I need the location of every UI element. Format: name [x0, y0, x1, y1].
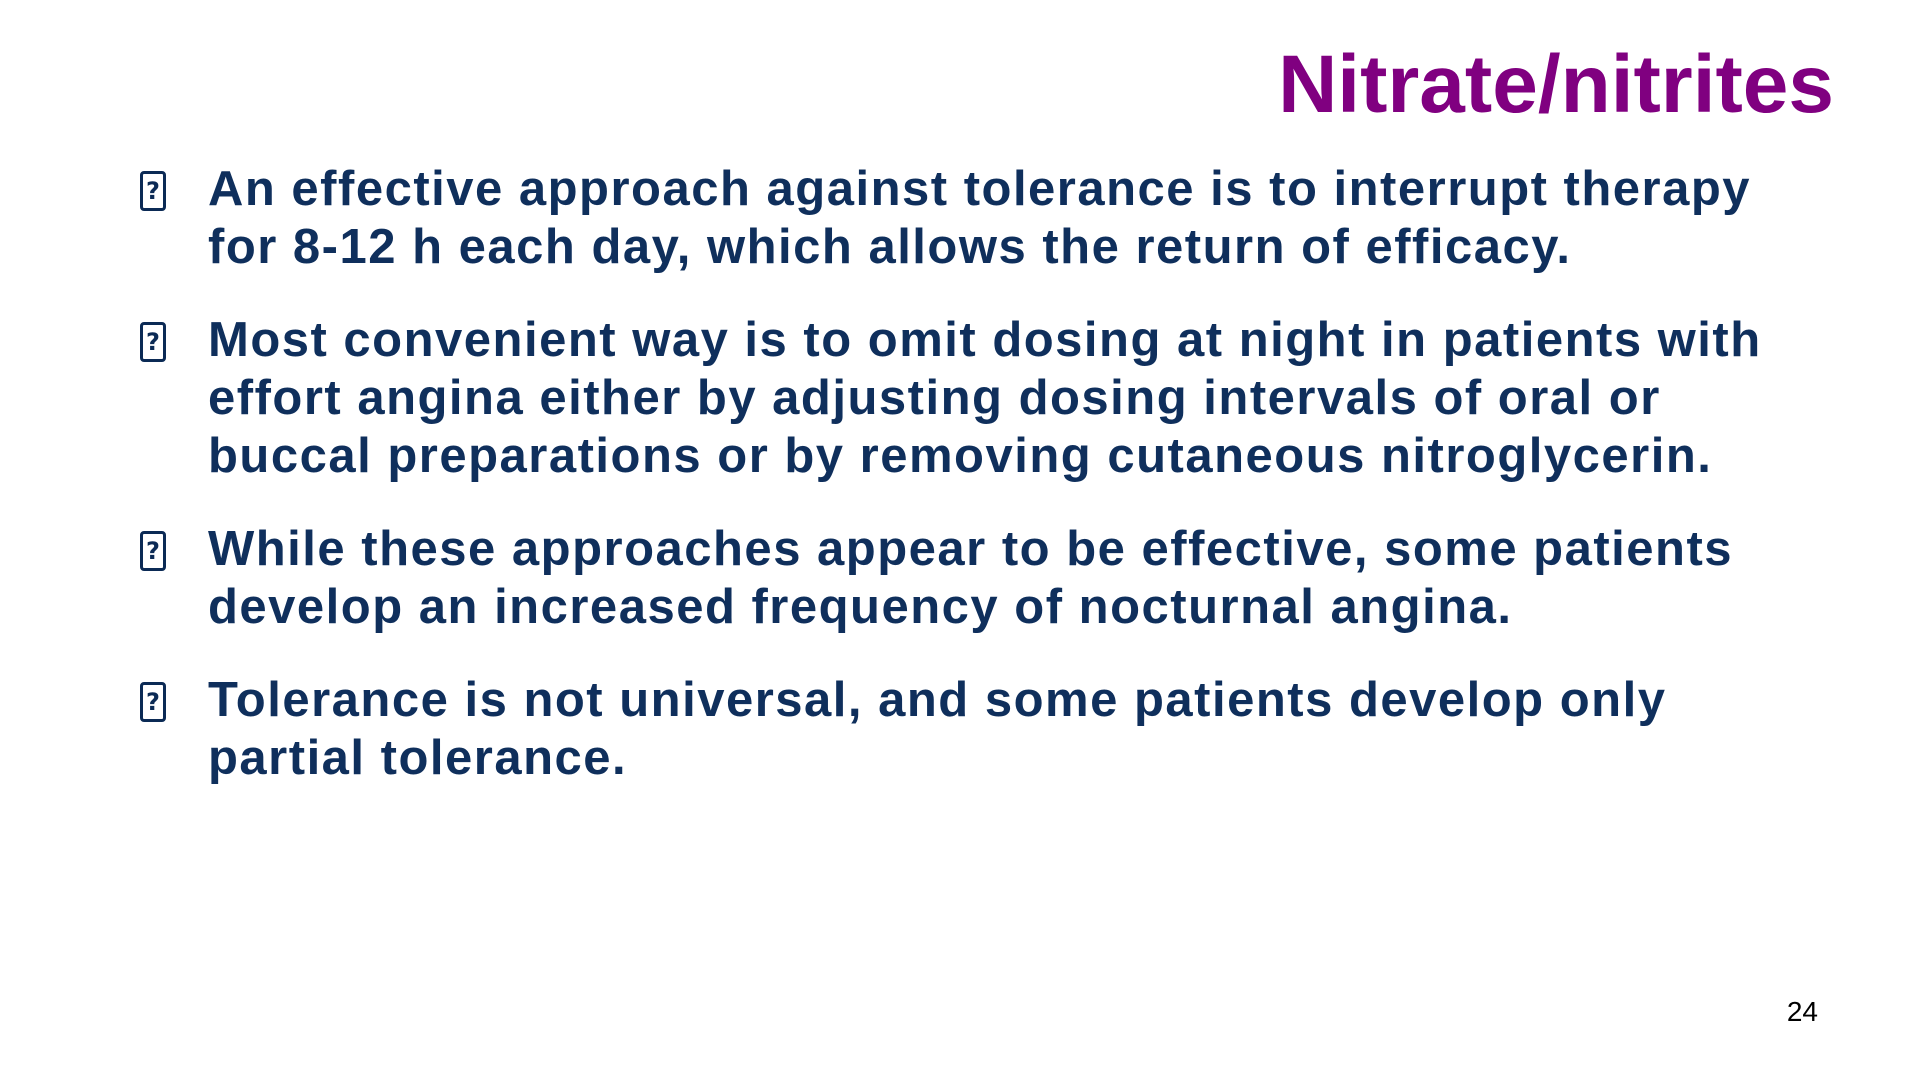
bullet-item: ? Most convenient way is to omit dosing … — [140, 311, 1780, 485]
bullet-item: ? Tolerance is not universal, and some p… — [140, 671, 1780, 787]
bullet-text: Tolerance is not universal, and some pat… — [208, 673, 1667, 785]
bullet-text: While these approaches appear to be effe… — [208, 522, 1734, 634]
bullet-text: An effective approach against tolerance … — [208, 162, 1752, 274]
slide-title: Nitrate/nitrites — [1278, 39, 1834, 130]
bullet-text: Most convenient way is to omit dosing at… — [208, 313, 1762, 483]
missing-glyph-bullet-icon: ? — [140, 682, 166, 722]
bullet-list: ? An effective approach against toleranc… — [140, 160, 1780, 822]
missing-glyph-bullet-icon: ? — [140, 171, 166, 211]
missing-glyph-bullet-icon: ? — [140, 322, 166, 362]
bullet-item: ? While these approaches appear to be ef… — [140, 520, 1780, 636]
page-number: 24 — [1786, 996, 1818, 1027]
missing-glyph-bullet-icon: ? — [140, 531, 166, 571]
bullet-item: ? An effective approach against toleranc… — [140, 160, 1780, 276]
